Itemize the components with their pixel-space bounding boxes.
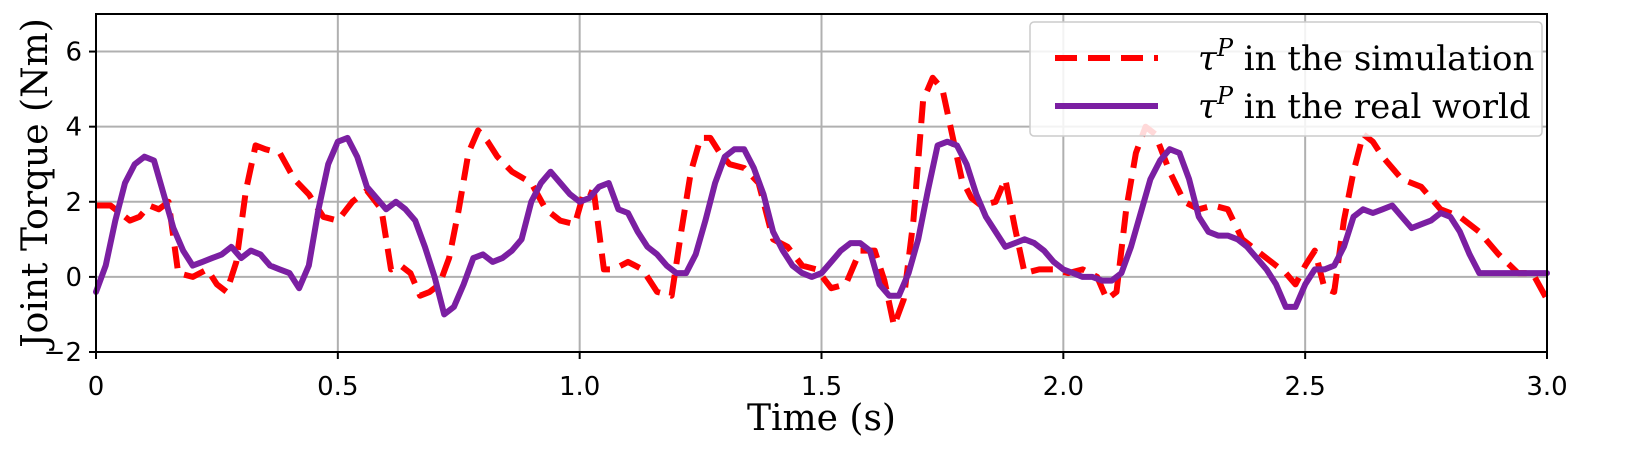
y-tick-label: 4 xyxy=(65,113,82,143)
x-tick-label: 0.5 xyxy=(317,372,358,402)
legend-symbol: τ xyxy=(1198,39,1218,79)
x-tick-label: 1.5 xyxy=(801,372,842,402)
x-tick-label: 1.0 xyxy=(559,372,600,402)
legend-suffix: in the real world xyxy=(1233,87,1531,127)
x-tick-label: 2.5 xyxy=(1284,372,1325,402)
y-tick-label: 2 xyxy=(65,188,82,218)
legend-suffix: in the simulation xyxy=(1233,39,1534,79)
y-tick-label: 6 xyxy=(65,38,82,68)
y-axis-label: Joint Torque (Nm) xyxy=(15,18,56,352)
y-tick-label: 0 xyxy=(65,263,82,293)
x-tick-label: 0 xyxy=(88,372,105,402)
plot-lines xyxy=(93,74,1550,329)
legend-label-0: τP in the simulation xyxy=(1198,34,1534,79)
series-line-1 xyxy=(93,134,1550,318)
x-axis-label: Time (s) xyxy=(747,398,896,439)
x-tick-label: 2.0 xyxy=(1043,372,1084,402)
x-tick-label: 3.0 xyxy=(1526,372,1567,402)
legend-superscript: P xyxy=(1216,34,1234,62)
legend-superscript: P xyxy=(1216,82,1234,110)
legend-symbol: τ xyxy=(1198,87,1218,127)
legend-label-1: τP in the real world xyxy=(1198,82,1531,127)
y-tick-label: −2 xyxy=(44,338,82,368)
